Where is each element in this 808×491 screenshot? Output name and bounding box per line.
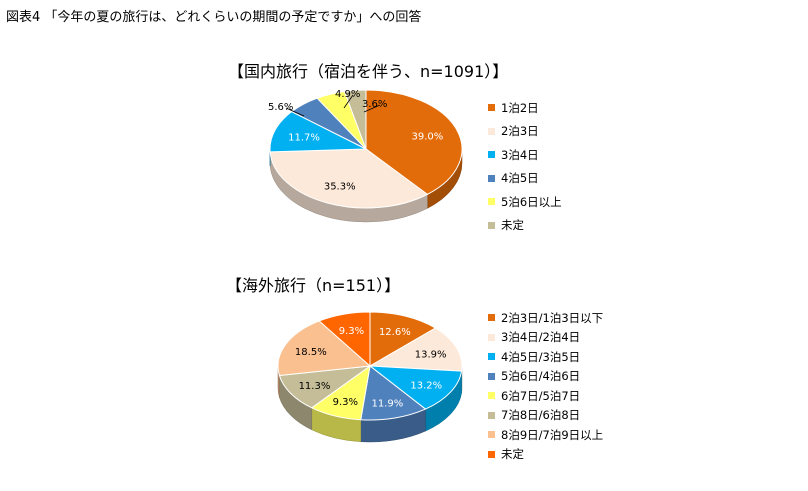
pie-overseas-label-2: 13.2% <box>410 380 442 391</box>
legend-label: 4泊5日 <box>501 171 539 186</box>
legend-label: 未定 <box>501 447 524 462</box>
legend-item: 7泊8日/6泊8日 <box>488 406 603 426</box>
pie-domestic-slice-2 <box>269 111 367 153</box>
legend-swatch <box>488 151 495 159</box>
pie-overseas: 12.6%13.9%13.2%11.9%9.3%11.3%18.5%9.3% <box>277 311 463 443</box>
legend-swatch <box>488 104 495 112</box>
legend-swatch <box>488 174 495 182</box>
pie-domestic-label-3: 5.6% <box>268 102 293 113</box>
pie-overseas-slice-3 <box>360 365 427 421</box>
pie-domestic-label-5: 3.6% <box>362 99 387 110</box>
legend-item: 5泊6日/4泊6日 <box>488 367 603 387</box>
pie-domestic-slice-0 <box>365 89 463 195</box>
legend-item: 未定 <box>488 214 562 238</box>
legend-label: 3泊4日 <box>501 147 539 162</box>
chart-title-domestic: 【国内旅行（宿泊を伴う、n=1091）】 <box>228 62 509 81</box>
legend-item: 4泊5日 <box>488 167 562 191</box>
legend-item: 2泊3日 <box>488 120 562 144</box>
pie-domestic: 39.0% 35.3% 11.7% 5.6% 4.9%3.6% <box>268 89 463 223</box>
legend-overseas: 2泊3日/1泊3日以下 3泊4日/2泊4日 4泊5日/3泊5日 5泊6日/4泊6日 6泊… <box>488 308 603 464</box>
pie-domestic-label-2: 11.7% <box>288 132 320 143</box>
pie-overseas-slice-1 <box>368 327 463 372</box>
pie-overseas-slice-0 <box>369 311 437 367</box>
legend-item: 3泊4日/2泊4日 <box>488 328 603 348</box>
legend-label: 8泊9日/7泊9日以上 <box>501 427 604 442</box>
pie-overseas-label-0: 12.6% <box>379 327 411 338</box>
pie-overseas-label-1: 13.9% <box>415 349 447 360</box>
pie-domestic-label-0: 39.0% <box>412 131 444 142</box>
pie-domestic-leader-4 <box>343 94 354 109</box>
pie-domestic-leader-3 <box>285 107 305 117</box>
legend-swatch <box>488 127 495 135</box>
legend-swatch <box>488 221 495 229</box>
legend-swatch <box>488 314 495 322</box>
legend-label: 未定 <box>501 218 524 233</box>
legend-item: 5泊6日以上 <box>488 190 562 214</box>
pie-overseas-slice-7 <box>318 311 371 368</box>
legend-swatch <box>488 411 495 419</box>
pie-domestic-leader-5 <box>363 104 381 113</box>
legend-swatch <box>488 353 495 361</box>
pie-overseas-label-6: 18.5% <box>295 347 327 358</box>
pie-overseas-slice-5 <box>278 365 372 409</box>
pie-overseas-label-5: 11.3% <box>299 381 331 392</box>
legend-swatch <box>488 198 495 206</box>
pie-overseas-slice-6 <box>277 320 372 376</box>
legend-item: 2泊3日/1泊3日以下 <box>488 308 603 328</box>
legend-label: 5泊6日/4泊6日 <box>501 369 581 384</box>
legend-item: 4泊5日/3泊5日 <box>488 347 603 367</box>
legend-item: 6泊7日/5泊7日 <box>488 386 603 406</box>
legend-swatch <box>488 372 495 380</box>
legend-item: 8泊9日/7泊9日以上 <box>488 425 603 445</box>
pie-domestic-slice-1 <box>269 148 429 209</box>
legend-domestic: 1泊2日 2泊3日 3泊4日 4泊5日 5泊6日以上 未定 <box>488 96 562 237</box>
legend-label: 7泊8日/6泊8日 <box>501 408 581 423</box>
legend-swatch <box>488 450 495 458</box>
legend-label: 3泊4日/2泊4日 <box>501 330 581 345</box>
pie-overseas-label-3: 11.9% <box>371 398 403 409</box>
figure-title: 図表4 「今年の夏の旅行は、どれくらいの期間の予定ですか」への回答 <box>6 10 422 25</box>
legend-item: 1泊2日 <box>488 96 562 120</box>
pie-overseas-label-4: 9.3% <box>333 397 358 408</box>
legend-label: 2泊3日/1泊3日以下 <box>501 310 604 325</box>
legend-swatch <box>488 333 495 341</box>
legend-label: 4泊5日/3泊5日 <box>501 349 581 364</box>
legend-label: 2泊3日 <box>501 124 539 139</box>
legend-label: 1泊2日 <box>501 100 539 115</box>
pie-domestic-slice-5 <box>343 89 367 150</box>
legend-label: 6泊7日/5泊7日 <box>501 388 581 403</box>
pie-domestic-label-1: 35.3% <box>324 182 356 193</box>
legend-swatch <box>488 392 495 400</box>
pie-domestic-label-4: 4.9% <box>335 89 360 100</box>
legend-label: 5泊6日以上 <box>501 194 562 209</box>
pie-overseas-label-7: 9.3% <box>339 326 364 337</box>
pie-overseas-slice-2 <box>368 365 463 410</box>
chart-title-overseas: 【海外旅行（n=151）】 <box>226 276 401 295</box>
legend-item: 3泊4日 <box>488 143 562 167</box>
legend-item: 未定 <box>488 445 603 465</box>
legend-swatch <box>488 431 495 439</box>
